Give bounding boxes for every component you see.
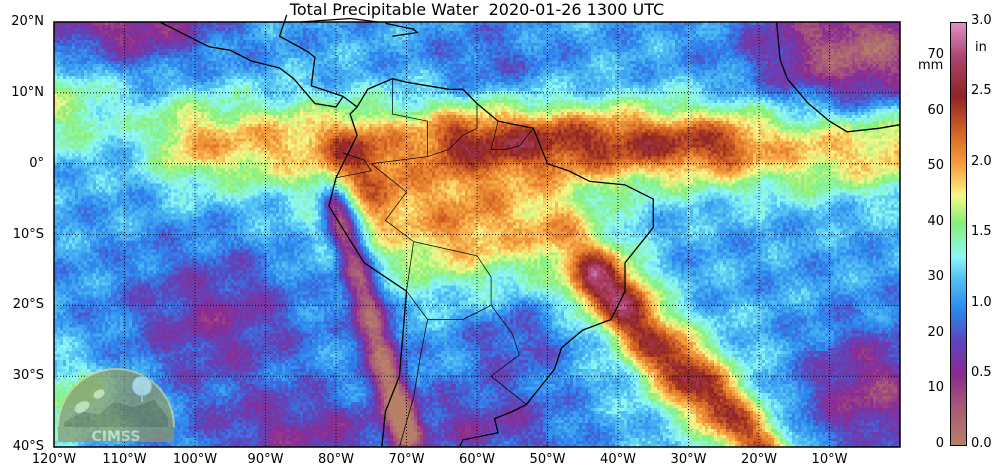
colorbar (950, 22, 967, 446)
y-tick-label: 10°S (12, 226, 44, 242)
colorbar-in-label: 2.5 (971, 83, 992, 99)
map-frame (53, 21, 901, 448)
y-tick-label: 20°S (12, 297, 44, 313)
coastlines (159, 14, 901, 448)
country-border (335, 152, 372, 179)
country-border (490, 121, 534, 150)
y-tick-label: 30°S (12, 368, 44, 384)
x-tick-label: 30°W (670, 452, 707, 467)
x-tick-label: 70°W (388, 452, 425, 467)
country-border (399, 319, 428, 448)
x-tick-label: 50°W (529, 452, 566, 467)
x-tick-label: 80°W (318, 452, 354, 467)
colorbar-in-label: 1.5 (971, 224, 992, 240)
x-tick-label: 20°W (741, 452, 777, 467)
x-tick-label: 120°W (31, 452, 77, 467)
cimss-logo: CIMSS (57, 368, 175, 445)
colorbar-mm-label: 40 (927, 213, 944, 229)
y-tick-label: 0° (29, 155, 44, 171)
colorbar-mm-label: 20 (927, 324, 944, 340)
colorbar-mm-label: 50 (927, 158, 944, 174)
colorbar-in-label: 1.0 (971, 294, 992, 310)
gridlines (54, 22, 900, 447)
chart-title: Total Precipitable Water 2020-01-26 1300… (289, 0, 665, 19)
colorbar-in-label: 0.0 (971, 436, 992, 451)
coastline (385, 22, 419, 37)
colorbar-mm-label: 60 (927, 102, 944, 118)
country-border (427, 103, 478, 157)
colorbar-in-unit: in (975, 40, 987, 55)
x-tick-label: 110°W (102, 452, 147, 467)
colorbar-in-label: 0.5 (971, 365, 992, 381)
colorbar-mm-label: 30 (927, 269, 944, 285)
colorbar-mm-unit: mm (918, 58, 944, 73)
y-tick-label: 20°N (11, 14, 44, 29)
coastline (356, 78, 654, 448)
y-tick-label: 10°N (11, 84, 44, 100)
country-border (406, 241, 492, 320)
coastline (775, 21, 901, 133)
colorbar-in-label: 2.0 (971, 153, 992, 169)
logo-text: CIMSS (92, 429, 141, 445)
x-tick-label: 10°W (811, 452, 848, 467)
colorbar-mm-label: 70 (927, 47, 944, 63)
country-border (370, 78, 428, 292)
coastline (300, 17, 379, 23)
x-tick-label: 60°W (459, 452, 495, 467)
colorbar-mm-label: 10 (927, 380, 944, 396)
x-tick-label: 100°W (172, 452, 218, 467)
x-tick-label: 90°W (247, 452, 284, 467)
colorbar-mm-label: 0 (935, 436, 944, 451)
country-border (490, 305, 527, 405)
colorbar-in-label: 3.0 (971, 12, 992, 28)
y-tick-label: 40°S (12, 439, 44, 454)
coastline (278, 14, 344, 98)
map-overlay: CIMSS (53, 14, 901, 448)
x-tick-label: 40°W (600, 452, 636, 467)
